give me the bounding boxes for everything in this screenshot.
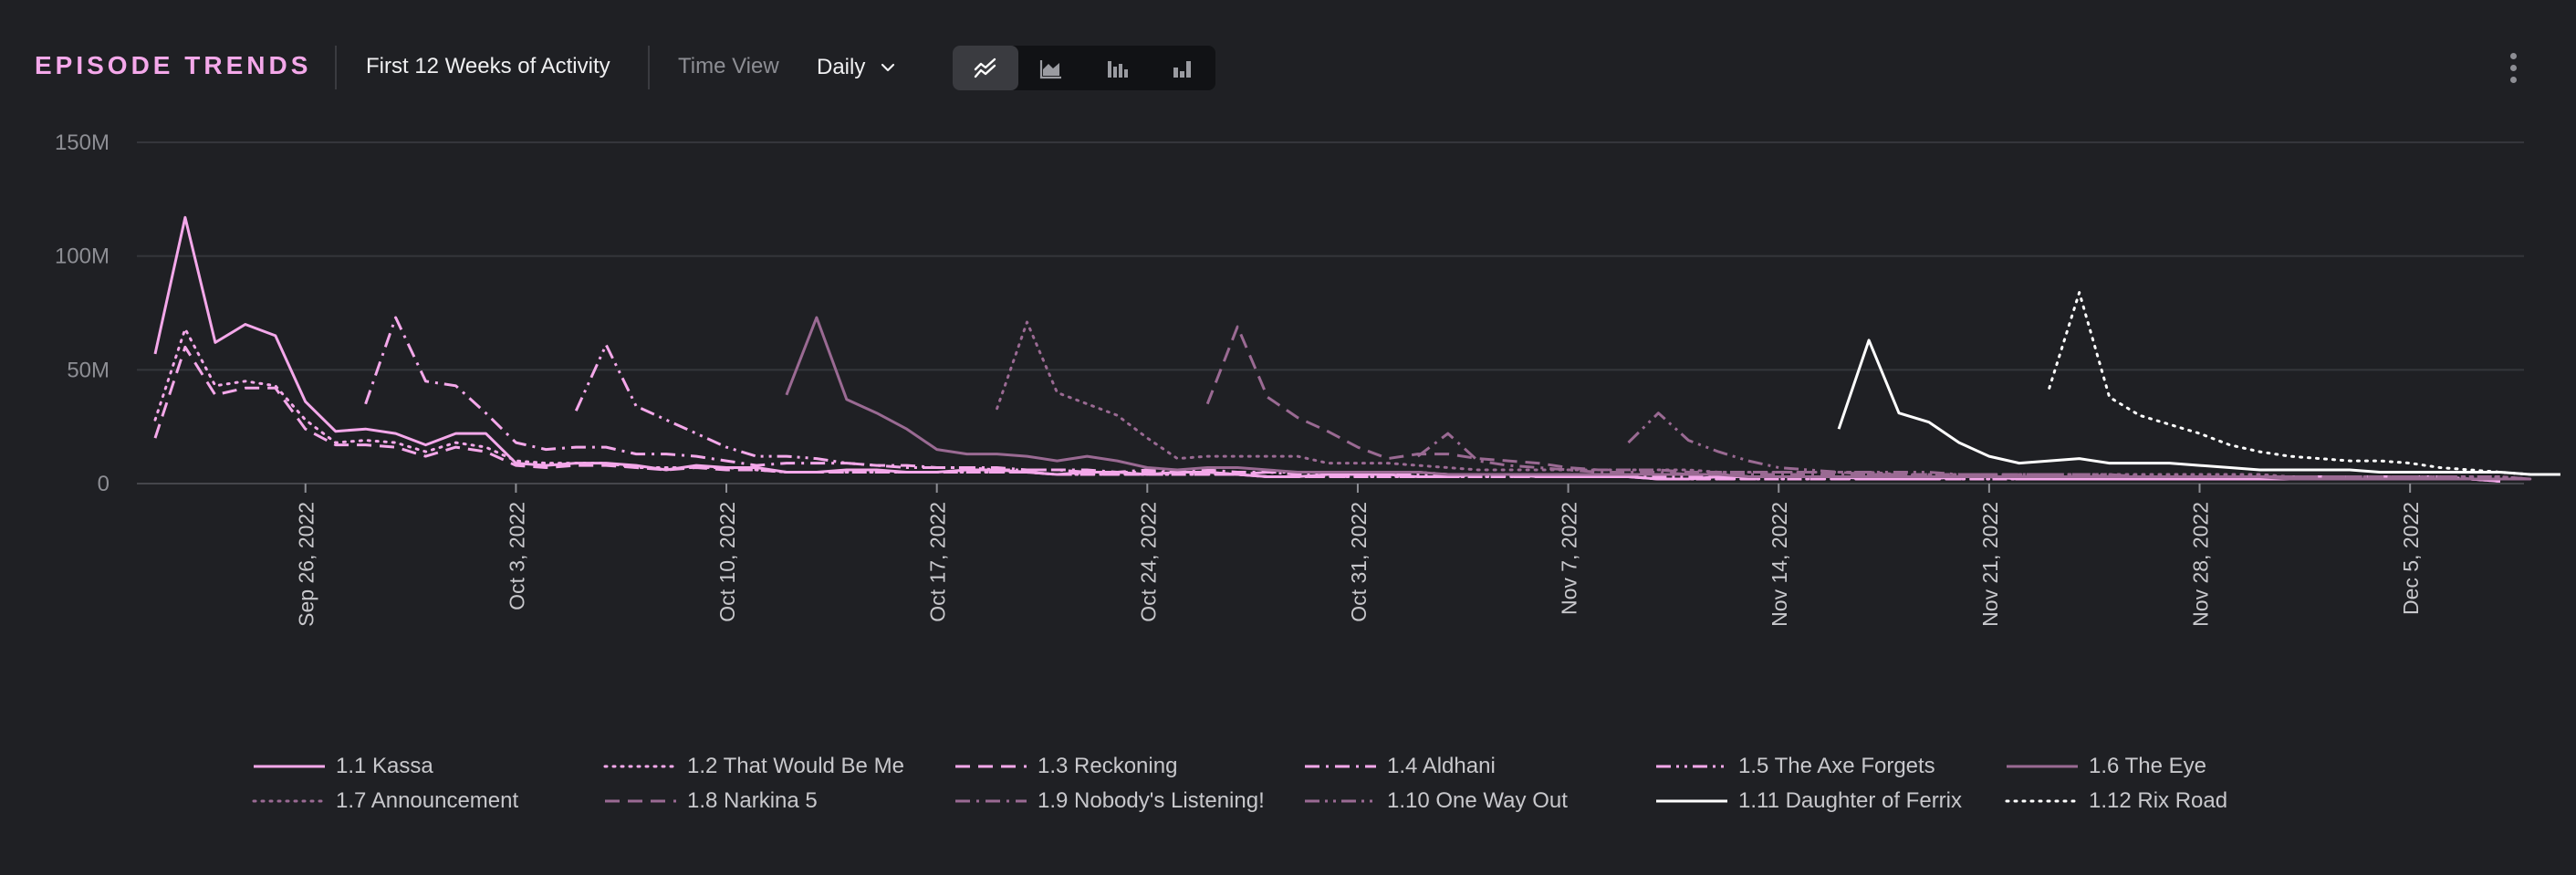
- legend-item[interactable]: 1.12 Rix Road: [2005, 786, 2227, 817]
- y-tick-label: 50M: [67, 358, 110, 382]
- line-chart-button[interactable]: [953, 46, 1018, 90]
- legend-swatch: [2007, 765, 2078, 768]
- legend-label: 1.12 Rix Road: [2089, 788, 2228, 813]
- legend-label: 1.9 Nobody's Listening!: [1038, 788, 1265, 813]
- legend-swatch: [605, 799, 676, 803]
- legend-item[interactable]: 1.8 Narkina 5: [603, 786, 818, 817]
- bar-chart-icon: [1173, 60, 1191, 78]
- legend-swatch: [1656, 765, 1727, 768]
- series-line-1-5-the-axe-forgets[interactable]: [574, 343, 2500, 481]
- legend-swatch: [1305, 765, 1376, 768]
- legend-label: 1.10 One Way Out: [1387, 788, 1568, 813]
- legend-swatch: [252, 799, 327, 803]
- x-tick-label: Nov 28, 2022: [2189, 502, 2213, 627]
- x-tick-label: Nov 14, 2022: [1768, 502, 1791, 627]
- more-vertical-icon[interactable]: [2502, 46, 2524, 89]
- legend-label: 1.5 The Axe Forgets: [1738, 754, 1935, 778]
- legend-swatch: [603, 765, 678, 768]
- x-tick-label: Oct 24, 2022: [1136, 502, 1160, 622]
- x-tick-label: Dec 5, 2022: [2399, 502, 2423, 615]
- series-line-1-10-one-way-out[interactable]: [1627, 411, 2531, 481]
- legend-label: 1.11 Daughter of Ferrix: [1738, 788, 1963, 813]
- bar-chart-button[interactable]: [1150, 46, 1215, 90]
- legend-swatch: [2005, 799, 2080, 803]
- grouped-bar-chart-button[interactable]: [1084, 46, 1150, 90]
- chart-header: EPISODE TRENDS First 12 Weeks of Activit…: [0, 0, 2576, 137]
- chart-title: EPISODE TRENDS: [35, 51, 312, 79]
- series-line-1-11-daughter-of-ferrix[interactable]: [1837, 339, 2560, 476]
- time-view-value: Daily: [817, 55, 866, 79]
- series-line-1-2-that-would-be-me[interactable]: [153, 328, 2502, 483]
- legend-label: 1.4 Aldhani: [1387, 754, 1496, 778]
- divider: [648, 46, 650, 89]
- legend-item[interactable]: 1.3 Reckoning: [954, 751, 1177, 782]
- series-line-1-4-aldhani[interactable]: [364, 316, 2500, 481]
- legend-swatch: [955, 799, 1027, 803]
- series-line-1-9-nobody-s-listening[interactable]: [1416, 432, 2530, 481]
- series-line-1-6-the-eye[interactable]: [785, 316, 2530, 481]
- legend-item[interactable]: 1.5 The Axe Forgets: [1654, 751, 1935, 782]
- legend-swatch: [254, 765, 325, 768]
- legend-swatch: [1656, 799, 1727, 803]
- x-tick-label: Oct 3, 2022: [505, 502, 528, 610]
- x-tick-label: Nov 21, 2022: [1978, 502, 2002, 627]
- legend-item[interactable]: 1.10 One Way Out: [1303, 786, 1568, 817]
- legend-item[interactable]: 1.1 Kassa: [252, 751, 433, 782]
- area-chart-button[interactable]: [1018, 46, 1084, 90]
- x-tick-label: Sep 26, 2022: [295, 502, 318, 627]
- x-tick-label: Oct 31, 2022: [1347, 502, 1371, 622]
- chevron-down-icon: [881, 63, 895, 72]
- chart-type-toggle: [953, 46, 1215, 90]
- legend-label: 1.8 Narkina 5: [687, 788, 818, 813]
- legend-label: 1.6 The Eye: [2089, 754, 2206, 778]
- legend-item[interactable]: 1.6 The Eye: [2005, 751, 2206, 782]
- time-view-dropdown[interactable]: Daily: [817, 49, 898, 86]
- legend-label: 1.2 That Would Be Me: [687, 754, 904, 778]
- series-line-1-8-narkina-5[interactable]: [1205, 325, 2530, 481]
- series-line-1-3-reckoning[interactable]: [153, 345, 2501, 483]
- legend-item[interactable]: 1.11 Daughter of Ferrix: [1654, 786, 1962, 817]
- legend-item[interactable]: 1.2 That Would Be Me: [603, 751, 904, 782]
- y-tick-label: 150M: [55, 130, 110, 155]
- legend-item[interactable]: 1.7 Announcement: [252, 786, 518, 817]
- line-chart-icon: [974, 57, 996, 78]
- legend-label: 1.1 Kassa: [336, 754, 433, 778]
- line-chart: 0 50M 100M 150M Sep 26, 2022 Oct 3, 2022 Oct 1…: [55, 130, 2562, 627]
- legend-label: 1.7 Announcement: [336, 788, 519, 813]
- area-chart-icon: [1039, 59, 1061, 78]
- legend-swatch: [1305, 799, 1376, 803]
- y-tick-label: 0: [98, 472, 110, 496]
- legend-swatch: [955, 765, 1027, 768]
- x-tick-label: Oct 17, 2022: [926, 502, 950, 622]
- legend-label: 1.3 Reckoning: [1038, 754, 1178, 778]
- legend-item[interactable]: 1.4 Aldhani: [1303, 751, 1496, 782]
- legend-item[interactable]: 1.9 Nobody's Listening!: [954, 786, 1265, 817]
- chart-subtitle: First 12 Weeks of Activity: [366, 54, 610, 78]
- time-view-label: Time View: [678, 54, 779, 78]
- series-line-1-7-announcement[interactable]: [996, 320, 2532, 481]
- grouped-bar-icon: [1108, 60, 1128, 78]
- chart-legend: 1.1 Kassa 1.2 That Would Be Me 1.3 Reckoni…: [252, 751, 2351, 824]
- series-line-1-12-rix-road[interactable]: [2048, 291, 2562, 476]
- y-tick-label: 100M: [55, 245, 110, 269]
- x-tick-label: Nov 7, 2022: [1558, 502, 1581, 615]
- series-line-1-1-kassa[interactable]: [153, 215, 2501, 483]
- x-tick-label: Oct 10, 2022: [715, 502, 739, 622]
- divider: [335, 46, 337, 89]
